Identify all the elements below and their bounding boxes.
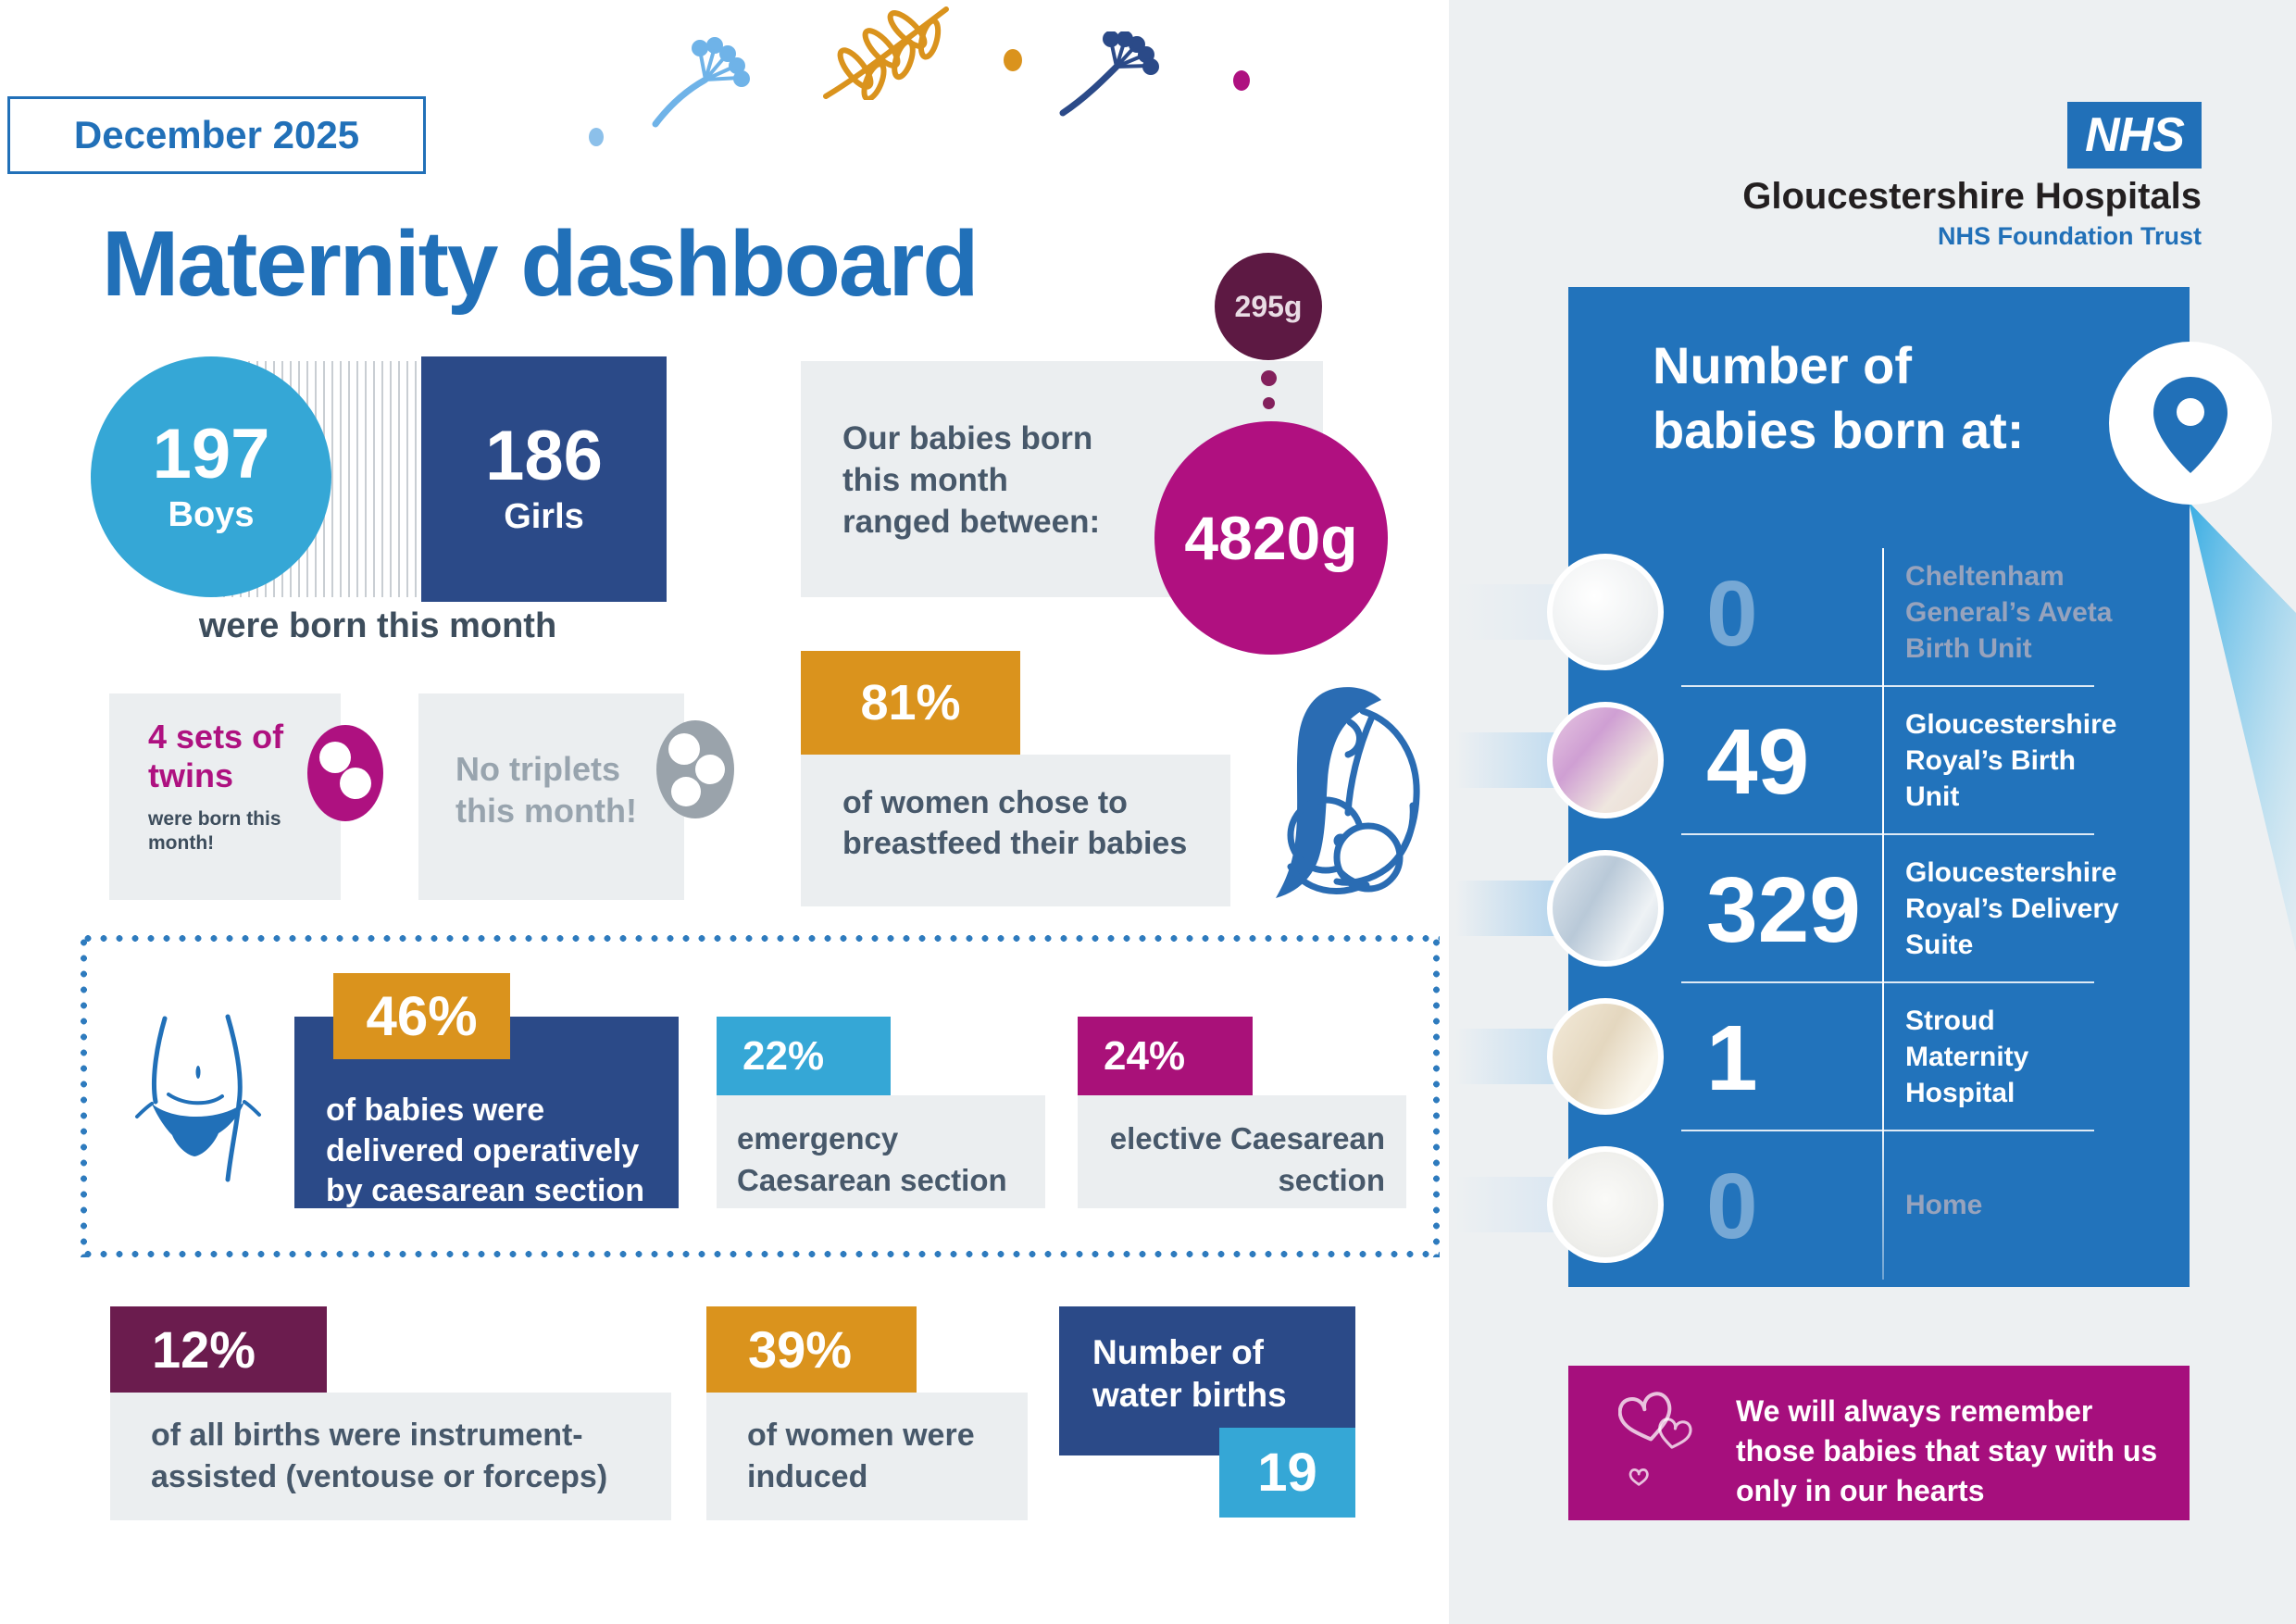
decor-dot-orange [1004,49,1022,71]
table-row-divider [1681,685,2094,687]
nhs-trust: NHS Foundation Trust [1938,222,2202,250]
nhs-logo: NHS [2067,102,2202,169]
location-photo-stroud [1547,998,1664,1115]
emergency-text: emergency Caesarean section [737,1121,1007,1197]
date-badge-text: December 2025 [73,113,360,156]
table-vertical-divider [1882,548,1884,1280]
connector-dot [1263,397,1275,409]
girls-label: Girls [504,497,584,536]
dotted-border-right [1433,935,1440,1257]
nhs-logo-text: NHS [2085,108,2185,162]
boys-count: 197 [152,414,270,493]
location-label: Gloucestershire Royal’s Delivery Suite [1905,856,2119,960]
induction-card [706,1393,1028,1520]
location-label: Stroud Maternity Hospital [1905,1005,2029,1108]
table-row-divider [1681,833,2094,835]
twins-card [109,693,341,900]
emergency-percent: 22% [742,1032,825,1079]
breastfeeding-card [801,755,1230,906]
remembrance-text: We will always remember those babies tha… [1736,1394,2158,1508]
location-photo-aveta [1547,554,1664,670]
nhs-organisation: Gloucestershire Hospitals [1742,176,2202,217]
location-label: Cheltenham General’s Aveta Birth Unit [1905,560,2113,664]
date-badge: December 2025 [7,96,426,174]
breastfeeding-text: of women chose to breastfeed their babie… [842,785,1188,862]
dotted-border-bottom [81,1251,1440,1257]
dandelion-sprig-navy-icon [1059,31,1159,117]
breastfeeding-mother-icon [1276,687,1420,898]
triplets-card [418,693,684,900]
elective-card [1078,1095,1406,1208]
leaf-branch-orange-icon [823,6,949,100]
twins-headline: 4 sets of twins [148,718,284,795]
location-photo-birth-unit [1547,702,1664,818]
remembrance-card [1568,1366,2190,1520]
hearts-icon [1618,1392,1692,1486]
twins-note: were born this month! [148,808,281,855]
triplets-cell-icon [656,720,734,818]
elective-percent-box: 24% [1078,1017,1253,1095]
location-photo-home [1547,1146,1664,1263]
pin-ribbon [2189,502,2296,952]
weight-range-intro: Our babies born this month ranged betwee… [842,420,1101,540]
location-pin-icon [2109,342,2272,505]
weight-max-value: 4820g [1184,504,1358,572]
location-count: 0 [1706,1155,1758,1258]
breastfeeding-percent: 81% [860,675,961,731]
location-photo-delivery-suite [1547,850,1664,967]
instrumental-text: of all births were instrument-assisted (… [151,1418,608,1495]
boys-stat-circle: 197 Boys [91,356,331,597]
location-label: Gloucestershire Royal’s Birth Unit [1905,708,2117,812]
twins-cell-icon [307,725,383,821]
instrumental-percent-box: 12% [110,1306,327,1393]
instrumental-card [110,1393,671,1520]
births-caption: were born this month [198,606,557,645]
locations-panel [1568,287,2190,1287]
location-count: 1 [1706,1006,1758,1110]
induction-percent: 39% [748,1320,853,1379]
water-births-label: Number of water births [1092,1333,1287,1415]
location-count: 329 [1706,858,1861,962]
caesarean-percent-box: 46% [333,973,510,1059]
water-births-count-box: 19 [1219,1428,1355,1518]
emergency-card [717,1095,1045,1208]
water-births-count: 19 [1257,1443,1317,1503]
triplets-text: No triplets this month! [455,750,637,830]
decor-dot-blue [589,128,604,146]
breastfeeding-percent-box: 81% [801,651,1020,755]
caesarean-text: of babies were delivered operatively by … [326,1093,644,1209]
elective-percent: 24% [1104,1032,1186,1079]
induction-text: of women were induced [747,1418,975,1495]
table-row-divider [1681,1130,2094,1131]
connector-dot [1261,370,1277,386]
decor-dot-magenta [1233,70,1250,91]
girls-count: 186 [485,417,603,495]
locations-heading: Number of babies born at: [1653,336,2025,459]
weight-min-value: 295g [1234,289,1303,323]
table-row-divider [1681,981,2094,983]
weight-min-circle: 295g [1215,253,1322,360]
instrumental-percent: 12% [152,1320,256,1379]
girls-stat-square: 186 Girls [421,356,667,602]
dandelion-sprig-light-blue-icon [652,37,750,128]
boys-label: Boys [168,494,255,534]
location-count: 0 [1706,562,1758,666]
page-title: Maternity dashboard [102,212,979,316]
elective-text: elective Caesarean section [1109,1121,1385,1197]
induction-percent-box: 39% [706,1306,917,1393]
dotted-border-left [81,935,87,1257]
location-label: Home [1905,1189,1983,1220]
location-count: 49 [1706,710,1810,814]
weight-max-circle: 4820g [1154,421,1388,655]
hips-silhouette-icon [135,1014,261,1182]
caesarean-percent: 46% [366,985,478,1047]
dotted-border-top [81,935,1440,942]
emergency-percent-box: 22% [717,1017,891,1095]
